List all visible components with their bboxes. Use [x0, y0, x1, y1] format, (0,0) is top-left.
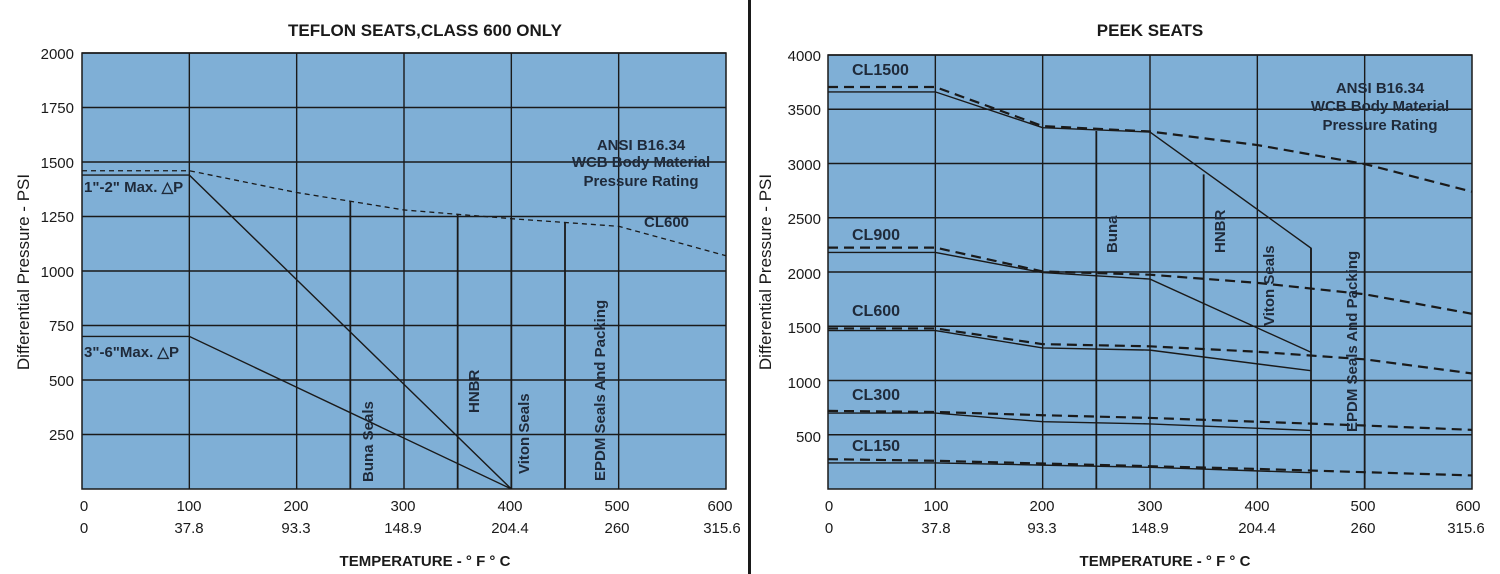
seal-label-epdm: EPDM Seals And Packing — [1344, 251, 1361, 432]
x-tick-label-c: 315.6 — [703, 520, 741, 537]
y-tick-label: 3000 — [788, 157, 821, 174]
label-3-6-inch: 3"-6"Max. △P — [84, 344, 179, 361]
x-tick-label-f: 600 — [707, 498, 732, 515]
x-tick-label-c: 148.9 — [384, 520, 422, 537]
peek-series-line — [828, 412, 1312, 432]
teflon-x-axis-label: TEMPERATURE - ° F ° C — [340, 553, 511, 570]
x-tick-label-f: 0 — [80, 498, 88, 515]
peek-series-line — [828, 246, 1473, 315]
x-tick-label-c: 93.3 — [281, 520, 310, 537]
x-tick-label-f: 400 — [1244, 498, 1269, 515]
teflon-chart-title: TEFLON SEATS,CLASS 600 ONLY — [288, 21, 563, 40]
teflon-x-ticks-f: 0 100 200 300 400 500 600 — [80, 498, 733, 515]
y-tick-label: 4000 — [788, 48, 821, 65]
y-tick-label: 1000 — [788, 375, 821, 392]
x-tick-label-c: 260 — [604, 520, 629, 537]
x-tick-label-f: 300 — [390, 498, 415, 515]
ansi-line-2: WCB Body Material — [572, 154, 710, 171]
y-tick-label: 2500 — [788, 211, 821, 228]
x-tick-label-f: 200 — [283, 498, 308, 515]
seal-label-epdm: EPDM Seals And Packing — [592, 300, 609, 481]
x-tick-label-c: 37.8 — [921, 520, 950, 537]
teflon-x-ticks-c: 0 37.8 93.3 148.9 204.4 260 315.6 — [80, 520, 741, 537]
peek-x-axis-label: TEMPERATURE - ° F ° C — [1080, 553, 1251, 570]
y-tick-label: 2000 — [41, 46, 74, 63]
seal-label-viton: Viton Seals — [1261, 245, 1278, 326]
seal-label-hnbr: HNBR — [1212, 210, 1229, 253]
seal-label-buna: Buna Seals — [360, 401, 377, 482]
y-tick-label: 2000 — [788, 266, 821, 283]
y-tick-label: 250 — [49, 427, 74, 444]
x-tick-label-c: 315.6 — [1447, 520, 1485, 537]
peek-series-line — [828, 327, 1473, 375]
ansi-line-2: WCB Body Material — [1311, 98, 1449, 115]
ansi-line-1: ANSI B16.34 — [597, 137, 686, 154]
peek-x-ticks-c: 0 37.8 93.3 148.9 204.4 260 315.6 — [825, 520, 1485, 537]
teflon-y-axis-label: Differential Pressure - PSI — [14, 174, 33, 370]
label-cl1500: CL1500 — [852, 62, 909, 79]
y-tick-label: 1000 — [41, 264, 74, 281]
peek-series-line — [828, 462, 1312, 474]
x-tick-label-f: 100 — [176, 498, 201, 515]
x-tick-label-f: 600 — [1455, 498, 1480, 515]
teflon-series-line — [82, 170, 727, 257]
y-tick-label: 1500 — [41, 155, 74, 172]
x-tick-label-f: 400 — [497, 498, 522, 515]
label-1-2-inch: 1"-2" Max. △P — [84, 179, 183, 196]
peek-series-line — [827, 458, 1473, 477]
y-tick-label: 500 — [49, 373, 74, 390]
label-cl600: CL600 — [644, 214, 689, 231]
seal-label-viton: Viton Seals — [516, 393, 533, 474]
peek-y-ticks: 500 1000 1500 2000 2500 3000 3500 4000 — [788, 48, 821, 446]
teflon-chart: TEFLON SEATS,CLASS 600 ONLY Differential… — [14, 21, 741, 570]
x-tick-label-c: 204.4 — [491, 520, 529, 537]
x-tick-label-f: 500 — [1350, 498, 1375, 515]
label-cl600: CL600 — [852, 303, 900, 320]
teflon-grid — [82, 52, 726, 489]
x-tick-label-f: 100 — [923, 498, 948, 515]
panel-divider — [748, 0, 751, 574]
y-tick-label: 500 — [796, 429, 821, 446]
seal-label-buna: Buna — [1104, 215, 1121, 253]
ansi-line-1: ANSI B16.34 — [1336, 80, 1425, 97]
ansi-line-3: Pressure Rating — [1322, 117, 1437, 134]
y-tick-label: 1500 — [788, 320, 821, 337]
x-tick-label-c: 37.8 — [174, 520, 203, 537]
x-tick-label-f: 300 — [1137, 498, 1162, 515]
teflon-series-line — [82, 174, 512, 490]
teflon-series-line — [82, 335, 512, 490]
peek-chart: PEEK SEATS Differential Pressure - PSI T… — [756, 21, 1485, 570]
teflon-series — [82, 170, 727, 490]
x-tick-label-f: 0 — [825, 498, 833, 515]
label-cl300: CL300 — [852, 387, 900, 404]
label-cl900: CL900 — [852, 227, 900, 244]
y-tick-label: 1250 — [41, 209, 74, 226]
x-tick-label-c: 93.3 — [1027, 520, 1056, 537]
peek-series-line — [827, 409, 1473, 431]
peek-series-line — [828, 91, 1312, 353]
x-tick-label-c: 0 — [825, 520, 833, 537]
y-tick-label: 3500 — [788, 102, 821, 119]
y-tick-label: 750 — [49, 318, 74, 335]
peek-series-line — [828, 329, 1312, 372]
peek-y-axis-label: Differential Pressure - PSI — [756, 174, 775, 370]
peek-series-line — [828, 251, 1312, 353]
seal-label-hnbr: HNBR — [466, 370, 483, 413]
ansi-line-3: Pressure Rating — [583, 173, 698, 190]
y-tick-label: 1750 — [41, 100, 74, 117]
x-tick-label-f: 200 — [1029, 498, 1054, 515]
peek-chart-title: PEEK SEATS — [1097, 21, 1203, 40]
x-tick-label-c: 260 — [1350, 520, 1375, 537]
peek-series — [827, 85, 1473, 477]
peek-x-ticks-f: 0 100 200 300 400 500 600 — [825, 498, 1481, 515]
teflon-y-ticks: 250 500 750 1000 1250 1500 1750 2000 — [41, 46, 74, 444]
x-tick-label-c: 0 — [80, 520, 88, 537]
x-tick-label-f: 500 — [604, 498, 629, 515]
x-tick-label-c: 148.9 — [1131, 520, 1169, 537]
x-tick-label-c: 204.4 — [1238, 520, 1276, 537]
label-cl150: CL150 — [852, 438, 900, 455]
